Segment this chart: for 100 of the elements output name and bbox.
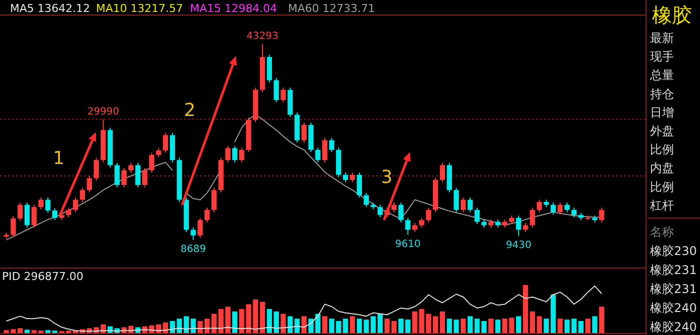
text: 持仓 — [650, 86, 674, 101]
annotation: 9430 — [506, 240, 532, 251]
candlestick — [232, 145, 238, 163]
candlestick — [454, 187, 459, 213]
candlestick — [94, 157, 99, 181]
bar — [432, 316, 438, 333]
candlestick — [315, 147, 320, 163]
text: 橡胶 — [652, 3, 692, 27]
candlestick — [426, 207, 432, 223]
candlestick — [149, 152, 154, 174]
candlestick — [522, 222, 528, 233]
candlestick — [198, 217, 203, 238]
bar — [342, 318, 348, 333]
bar — [578, 321, 584, 333]
bar — [301, 316, 307, 333]
text: 外盘 — [650, 124, 674, 138]
candlestick — [356, 172, 362, 198]
candlestick — [342, 172, 348, 183]
candlestick — [38, 196, 44, 210]
candlestick — [190, 226, 196, 240]
text: 杠杆 — [649, 198, 674, 212]
candlestick — [378, 204, 383, 218]
candlestick — [301, 122, 307, 144]
bar — [592, 316, 598, 333]
text: 日增 — [650, 105, 674, 120]
candlestick — [31, 204, 37, 228]
text: 橡胶240 — [650, 320, 697, 334]
candlestick — [24, 202, 30, 228]
candlestick — [558, 202, 563, 215]
candlestick — [142, 168, 148, 188]
candlestick — [364, 192, 369, 208]
candlestick — [599, 207, 604, 223]
candlestick — [121, 168, 127, 188]
annotation: 2 — [184, 100, 196, 121]
candlestick — [460, 196, 466, 213]
bar — [322, 316, 328, 333]
text: 橡胶240 — [650, 301, 697, 315]
bar — [31, 330, 37, 333]
text: 橡胶230 — [650, 244, 697, 258]
candlestick — [405, 217, 410, 236]
candlestick — [329, 137, 334, 153]
candlestick — [114, 162, 120, 188]
bar — [280, 314, 286, 333]
candlestick — [516, 215, 522, 236]
candlestick — [128, 162, 134, 174]
candlestick — [274, 77, 279, 103]
candlestick — [45, 196, 50, 214]
bar — [391, 321, 397, 333]
text: 内盘 — [650, 161, 674, 176]
candlestick — [239, 147, 244, 163]
candlestick — [18, 202, 23, 222]
bar — [599, 306, 604, 333]
text: MA15 12984.04 — [190, 2, 277, 15]
text: 最新 — [650, 31, 674, 45]
bar — [440, 311, 446, 333]
bar — [384, 318, 390, 333]
candlestick — [204, 207, 210, 223]
candlestick — [550, 202, 556, 215]
annotation: 29990 — [87, 106, 120, 118]
bar — [488, 318, 494, 333]
text: MA10 13217.57 — [96, 2, 183, 15]
annotation: 43293 — [246, 31, 278, 42]
candlestick — [564, 202, 570, 213]
bar — [495, 320, 500, 333]
candlestick — [440, 162, 446, 183]
annotation: 9610 — [395, 238, 421, 250]
candlestick — [225, 145, 230, 163]
candlestick — [398, 202, 404, 223]
bar — [252, 299, 258, 333]
bar — [218, 309, 224, 333]
text: MA60 12733.71 — [288, 2, 375, 15]
bar — [24, 330, 30, 333]
text: 橡胶231 — [650, 263, 697, 277]
candlestick — [162, 132, 168, 154]
bar — [585, 318, 590, 333]
bar — [558, 318, 563, 333]
candlestick — [135, 162, 140, 188]
candlestick — [322, 137, 328, 163]
bar — [232, 311, 238, 333]
text: 比例 — [650, 180, 674, 194]
bar — [571, 318, 577, 333]
candlestick — [10, 216, 16, 238]
candlestick — [211, 187, 217, 213]
candlestick — [412, 222, 418, 233]
candlestick — [52, 208, 58, 221]
bar — [522, 285, 528, 333]
bar — [481, 321, 487, 333]
annotation: 1 — [53, 148, 64, 169]
candlestick — [536, 199, 542, 213]
candlestick — [468, 196, 473, 213]
text: 名称 — [650, 225, 674, 239]
text: PID 296877.00 — [2, 270, 84, 283]
candlestick — [571, 207, 577, 218]
candlestick — [530, 207, 536, 228]
bar — [211, 314, 217, 333]
bar — [350, 316, 356, 333]
text: 现手 — [650, 50, 674, 64]
annotation: 8689 — [180, 244, 206, 255]
bar — [468, 316, 473, 333]
bar — [536, 316, 542, 333]
